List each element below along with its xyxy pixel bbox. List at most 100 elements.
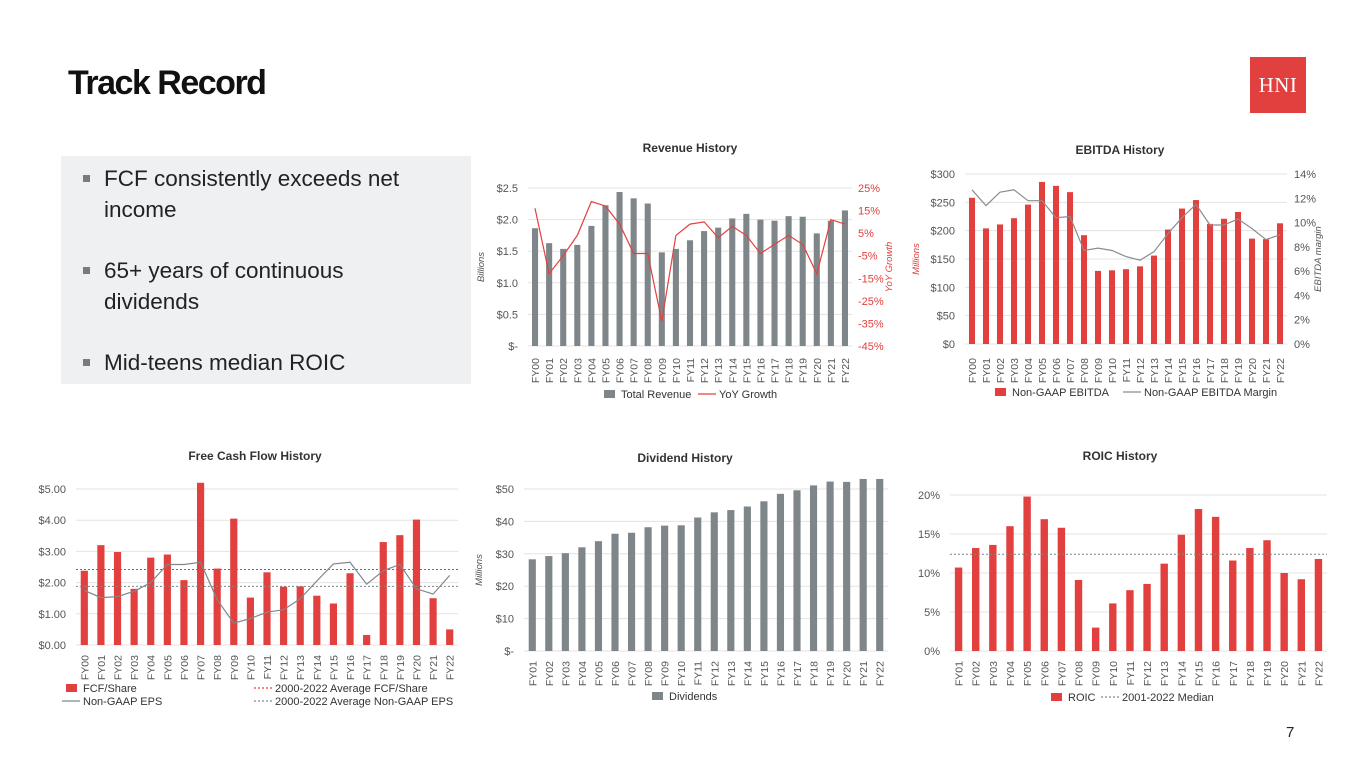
chart-svg: Free Cash Flow History $0.00 $1.00 $2.00 $3.… (38, 449, 458, 708)
x-tick-label: FY11 (1125, 661, 1137, 685)
bar-total-revenue (701, 231, 708, 346)
bullet-text: 65+ years of continuous dividends (104, 258, 344, 314)
free-cash-flow-history-chart: Free Cash Flow History $0.00 $1.00 $2.00 $3.… (30, 444, 480, 714)
bar-total-revenue (813, 233, 820, 346)
chart-title: Dividend History (637, 451, 733, 465)
x-tick-label: FY13 (713, 358, 725, 383)
bar-roic (989, 544, 997, 651)
y-tick-label: $2.5 (497, 183, 518, 195)
x-tick-label: FY10 (245, 655, 257, 680)
bullet-square-icon (83, 267, 90, 274)
chart-title: EBITDA History (1076, 143, 1165, 157)
bar-roic (1194, 509, 1203, 651)
x-tick-label: FY14 (742, 661, 754, 686)
y-tick-label: $0 (943, 339, 955, 351)
bar-dividends (710, 512, 718, 651)
bar-total-revenue (644, 203, 651, 346)
bar-total-revenue (827, 220, 834, 346)
x-tick-label: FY15 (741, 358, 753, 383)
bar-non-gaap-ebitda (1178, 208, 1186, 344)
x-tick-label: FY11 (262, 655, 274, 679)
x-tick-label: FY12 (1135, 358, 1147, 383)
bar-roic (954, 567, 963, 651)
y-tick-label: $30 (496, 549, 514, 561)
line-non-gaap-ebitda-margin (971, 189, 1281, 261)
bar-fcf-share (263, 572, 271, 645)
bar-non-gaap-ebitda (1122, 269, 1130, 344)
y-tick-label: $3.00 (38, 546, 66, 558)
x-tick-label: FY08 (1079, 358, 1091, 383)
bar-roic (1126, 590, 1134, 651)
x-tick-label: FY17 (792, 661, 804, 686)
bar-dividends (528, 559, 536, 651)
y-tick-label: $2.00 (38, 578, 66, 590)
bar-non-gaap-ebitda (1150, 255, 1158, 344)
x-tick-label: FY20 (1247, 358, 1259, 383)
bar-fcf-share (396, 535, 404, 645)
x-tick-label: FY08 (643, 661, 655, 686)
x-tick-label: FY22 (875, 661, 887, 686)
legend-label: 2000-2022 Average Non-GAAP EPS (275, 696, 453, 708)
bar-non-gaap-ebitda (1262, 239, 1270, 344)
y-tick-label: $1.5 (497, 246, 518, 258)
bar-fcf-share (346, 573, 354, 645)
legend-swatch (1051, 693, 1062, 701)
x-tick-label: FY15 (759, 661, 771, 686)
y-tick-label: $1.00 (38, 609, 66, 621)
bar-fcf-share (230, 518, 238, 645)
bar-non-gaap-ebitda (1234, 211, 1242, 344)
bar-non-gaap-ebitda (1220, 218, 1228, 344)
bar-dividends (793, 490, 801, 651)
x-tick-label: FY16 (755, 358, 767, 383)
bar-non-gaap-ebitda (1038, 181, 1046, 344)
bar-total-revenue (616, 192, 623, 346)
bar-fcf-share (147, 557, 155, 645)
y2-tick-label: -25% (858, 296, 884, 308)
x-tick-label: FY22 (840, 358, 852, 383)
x-tick-label: FY13 (295, 655, 307, 680)
bar-fcf-share (329, 603, 338, 645)
x-tick-label: FY21 (1296, 661, 1308, 686)
y-tick-label: $150 (931, 254, 955, 266)
bar-total-revenue (686, 240, 694, 346)
bar-non-gaap-ebitda (1066, 192, 1074, 344)
x-tick-label: FY21 (1261, 358, 1273, 383)
bar-roic (1040, 519, 1048, 651)
bar-roic (1229, 560, 1237, 651)
legend-swatch (604, 390, 615, 398)
x-tick-label: FY06 (1039, 661, 1051, 686)
x-tick-label: FY19 (395, 655, 407, 680)
bar-total-revenue (560, 248, 567, 346)
y-tick-label: $0.00 (38, 640, 66, 652)
y-tick-label: $300 (931, 169, 955, 181)
y-tick-label: $5.00 (38, 484, 66, 496)
bar-fcf-share (163, 554, 171, 645)
bar-dividends (594, 541, 603, 651)
x-tick-label: FY13 (1149, 358, 1161, 383)
bar-total-revenue (841, 210, 848, 346)
x-tick-label: FY09 (660, 661, 672, 686)
line-yoy-growth (534, 200, 846, 322)
bar-dividends (611, 533, 619, 651)
bar-total-revenue (546, 243, 553, 346)
x-tick-label: FY17 (362, 655, 374, 680)
legend-label: Non-GAAP EBITDA (1012, 387, 1110, 399)
y2-tick-label: 10% (1294, 218, 1316, 230)
x-tick-label: FY15 (328, 655, 340, 680)
bar-non-gaap-ebitda (968, 197, 976, 344)
y-tick-label: $40 (496, 516, 514, 528)
bar-total-revenue (715, 227, 722, 346)
chart-title: Free Cash Flow History (188, 449, 322, 463)
y2-tick-label: -5% (858, 251, 878, 263)
y2-tick-label: 4% (1294, 290, 1310, 302)
x-tick-label: FY22 (1313, 661, 1325, 686)
y-tick-label: $- (508, 341, 518, 353)
bar-roic (972, 548, 980, 651)
bar-fcf-share (280, 586, 288, 645)
y-tick-label: 0% (924, 646, 940, 658)
y-tick-label: $100 (931, 282, 955, 294)
bar-total-revenue (658, 252, 665, 346)
bullet-square-icon (83, 359, 90, 366)
x-tick-label: FY04 (146, 655, 158, 680)
bar-roic (1177, 534, 1186, 651)
